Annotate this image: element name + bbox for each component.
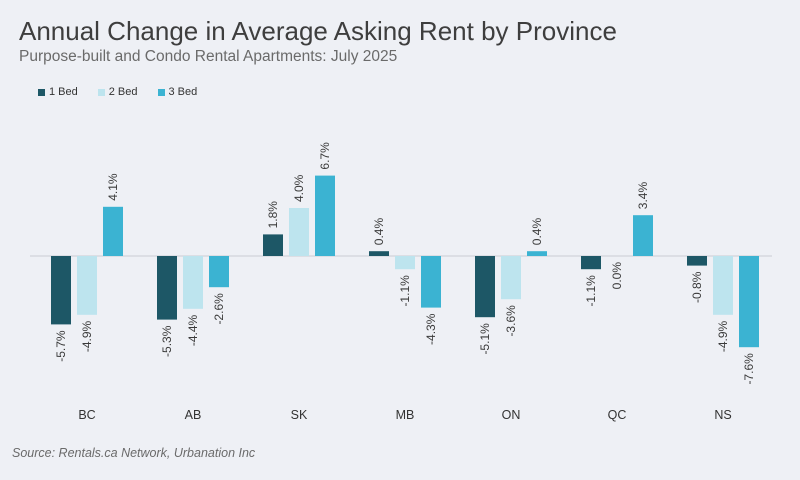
category-label-mb: MB (396, 408, 415, 422)
data-label-mb-1-bed: 0.4% (372, 218, 386, 246)
category-label-ab: AB (185, 408, 202, 422)
bar-ns-1-bed (687, 256, 707, 266)
data-label-ab-3-bed: -2.6% (212, 293, 226, 325)
data-label-ns-2-bed: -4.9% (716, 320, 730, 352)
bar-mb-2-bed (395, 256, 415, 270)
legend-swatch-1-bed (38, 88, 45, 96)
bar-ns-3-bed (739, 256, 759, 348)
category-label-qc: QC (608, 408, 627, 422)
data-label-sk-1-bed: 1.8% (266, 201, 280, 229)
bar-on-2-bed (501, 256, 521, 300)
data-label-sk-2-bed: 4.0% (292, 174, 306, 202)
bar-bc-3-bed (103, 206, 123, 256)
bar-sk-1-bed (263, 234, 283, 256)
bar-on-3-bed (527, 251, 547, 256)
category-label-ns: NS (714, 408, 731, 422)
bar-sk-2-bed (289, 208, 309, 256)
bar-ns-2-bed (713, 256, 733, 315)
bar-ab-3-bed (209, 256, 229, 288)
data-label-ab-2-bed: -4.4% (186, 314, 200, 346)
chart-title: Annual Change in Average Asking Rent by … (19, 16, 617, 46)
data-label-on-3-bed: 0.4% (530, 218, 544, 246)
data-label-qc-3-bed: 3.4% (636, 182, 650, 210)
bar-ab-2-bed (183, 256, 203, 309)
legend-label-3-bed: 3 Bed (168, 86, 198, 98)
data-label-qc-1-bed: -1.1% (584, 275, 598, 307)
data-label-qc-2-bed: 0.0% (610, 262, 624, 290)
bar-ab-1-bed (157, 256, 177, 320)
data-label-ns-3-bed: -7.6% (742, 353, 756, 385)
legend-swatch-3-bed (157, 88, 165, 96)
legend-label-1-bed: 1 Bed (49, 86, 78, 98)
bar-qc-3-bed (633, 215, 653, 256)
data-label-mb-2-bed: -1.1% (398, 275, 412, 307)
category-label-on: ON (502, 408, 521, 422)
data-label-mb-3-bed: -4.3% (424, 313, 438, 345)
bar-bc-2-bed (77, 256, 97, 315)
bar-bc-1-bed (51, 256, 71, 325)
data-label-ab-1-bed: -5.3% (160, 325, 174, 357)
legend-item-2-bed: 2 Bed (97, 86, 138, 98)
data-label-on-1-bed: -5.1% (478, 323, 492, 355)
bar-mb-1-bed (369, 251, 389, 256)
source-note: Source: Rentals.ca Network, Urbanation I… (12, 446, 256, 460)
legend-swatch-2-bed (97, 88, 105, 96)
legend-label-2-bed: 2 Bed (108, 86, 138, 98)
data-label-sk-3-bed: 6.7% (318, 142, 332, 170)
legend-item-3-bed: 3 Bed (157, 86, 198, 98)
category-label-sk: SK (291, 408, 308, 422)
bar-qc-1-bed (581, 256, 601, 270)
data-label-bc-1-bed: -5.7% (54, 330, 68, 362)
bar-mb-3-bed (421, 256, 441, 308)
data-label-bc-3-bed: 4.1% (106, 173, 120, 201)
data-label-ns-1-bed: -0.8% (690, 271, 704, 303)
bar-on-1-bed (475, 256, 495, 318)
legend: 1 Bed 2 Bed 3 Bed (38, 86, 197, 98)
bar-sk-3-bed (315, 175, 335, 256)
category-label-bc: BC (78, 408, 95, 422)
legend-item-1-bed: 1 Bed (38, 86, 78, 98)
data-label-bc-2-bed: -4.9% (80, 320, 94, 352)
data-label-on-2-bed: -3.6% (504, 305, 518, 337)
chart-subtitle: Purpose-built and Condo Rental Apartment… (19, 48, 398, 65)
